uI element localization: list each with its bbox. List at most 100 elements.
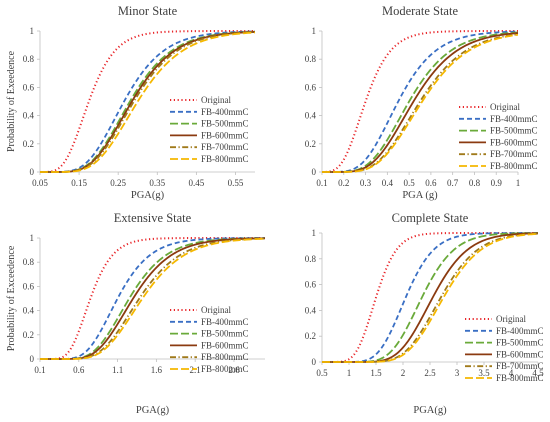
x-tick-label: 0.15 xyxy=(71,178,87,188)
legend-label: FB-700mmC xyxy=(201,142,249,152)
x-tick-label: 0.7 xyxy=(447,178,459,188)
legend-label: Original xyxy=(490,102,520,112)
y-tick-label: 1 xyxy=(30,233,35,243)
y-tick-label: 0 xyxy=(312,167,317,177)
chart-panel-2: Moderate State 0 0.2 0.4 0.6 0.8 1 0.1 0.2 0.3 0.4… xyxy=(305,4,538,201)
x-axis-label: PGA (g) xyxy=(402,190,438,201)
chart-panel-3: Extensive State 0 0.2 0.4 0.6 0.8 1 0.1 0.6 1.1 1.… xyxy=(6,211,266,416)
chart-title: Extensive State xyxy=(114,211,192,225)
x-tick-label: 3.5 xyxy=(478,368,490,378)
x-tick-label: 0.9 xyxy=(491,178,503,188)
x-tick-label: 1 xyxy=(347,368,352,378)
legend-label: FB-700mmC xyxy=(496,361,544,371)
legend-label: FB-800mmC xyxy=(201,364,249,374)
x-tick-label: 0.6 xyxy=(425,178,437,188)
legend-label: FB-800mmC xyxy=(201,352,249,362)
legend-label: FB-400mmC xyxy=(201,317,249,327)
x-tick-label: 0.05 xyxy=(32,178,48,188)
y-tick-label: 1 xyxy=(312,26,317,36)
y-tick-label: 0.4 xyxy=(305,111,317,121)
x-tick-label: 0.8 xyxy=(469,178,481,188)
x-axis-label: PGA(g) xyxy=(136,405,170,416)
series-line-4 xyxy=(322,32,519,173)
x-tick-label: 2 xyxy=(401,368,406,378)
y-tick-label: 0.6 xyxy=(305,280,317,290)
x-tick-label: 0.5 xyxy=(403,178,415,188)
legend-label: FB-800mmC xyxy=(496,373,544,383)
series-line-2 xyxy=(40,30,256,173)
x-axis-label: PGA(g) xyxy=(413,405,447,416)
legend-label: FB-700mmC xyxy=(490,149,538,159)
x-tick-label: 1.6 xyxy=(151,365,163,375)
legend-label: FB-800mmC xyxy=(201,154,249,164)
legend-label: FB-500mmC xyxy=(490,126,538,136)
y-tick-label: 0.4 xyxy=(305,305,317,315)
y-tick-label: 0.4 xyxy=(23,111,35,121)
x-tick-label: 4.5 xyxy=(532,368,544,378)
x-tick-label: 0.55 xyxy=(228,178,244,188)
y-tick-label: 0 xyxy=(312,357,317,367)
y-tick-label: 0 xyxy=(30,167,35,177)
x-tick-label: 0.1 xyxy=(316,178,327,188)
legend-label: FB-400mmC xyxy=(201,107,249,117)
x-tick-label: 0.45 xyxy=(188,178,204,188)
legend-label: FB-500mmC xyxy=(201,329,249,339)
x-tick-label: 0.2 xyxy=(338,178,349,188)
x-tick-label: 0.3 xyxy=(360,178,372,188)
y-tick-label: 0.8 xyxy=(23,54,35,64)
series-line-5 xyxy=(322,33,519,173)
series-line-3 xyxy=(322,31,519,173)
chart-panel-4: Complete State 0 0.2 0.4 0.6 0.8 1 0.5 1 1.5 2 2.5 3… xyxy=(305,211,544,416)
y-tick-label: 0.8 xyxy=(305,54,317,64)
series-line-5 xyxy=(40,31,256,173)
legend-label: Original xyxy=(201,95,231,105)
x-tick-label: 0.5 xyxy=(316,368,328,378)
legend-label: FB-500mmC xyxy=(201,119,249,129)
x-tick-label: 4 xyxy=(509,368,514,378)
chart-title: Complete State xyxy=(392,211,469,225)
y-tick-label: 0.4 xyxy=(23,306,35,316)
y-tick-label: 0.8 xyxy=(305,254,317,264)
series-line-6 xyxy=(322,33,519,173)
y-tick-label: 1 xyxy=(312,228,317,238)
legend-label: FB-600mmC xyxy=(201,340,249,350)
y-tick-label: 1 xyxy=(30,26,35,36)
x-tick-label: 2.6 xyxy=(228,365,240,375)
y-tick-label: 0.2 xyxy=(305,331,316,341)
series-line-6 xyxy=(40,237,266,360)
x-tick-label: 1.5 xyxy=(370,368,382,378)
x-tick-label: 2.5 xyxy=(424,368,436,378)
y-tick-label: 0.2 xyxy=(305,139,316,149)
y-tick-label: 0.8 xyxy=(23,257,35,267)
x-tick-label: 2.1 xyxy=(190,365,201,375)
x-tick-label: 0.6 xyxy=(73,365,85,375)
x-tick-label: 1.1 xyxy=(112,365,123,375)
x-tick-label: 0.35 xyxy=(149,178,165,188)
series-line-1 xyxy=(40,237,265,360)
x-tick-label: 0.25 xyxy=(110,178,126,188)
legend-label: FB-400mmC xyxy=(496,326,544,336)
y-tick-label: 0 xyxy=(30,354,35,364)
y-tick-label: 0.2 xyxy=(23,139,34,149)
y-tick-label: 0.6 xyxy=(23,281,35,291)
x-tick-label: 0.1 xyxy=(34,365,45,375)
legend-label: FB-600mmC xyxy=(201,130,249,140)
legend-label: FB-600mmC xyxy=(496,349,544,359)
chart-panel-1: Minor State 0 0.2 0.4 0.6 0.8 1 0.05 0.15 0.25 0.3… xyxy=(6,4,256,201)
legend-label: FB-800mmC xyxy=(490,161,538,171)
x-tick-label: 1 xyxy=(516,178,521,188)
y-axis-label: Probability of Exceedence xyxy=(6,245,17,351)
legend-label: FB-500mmC xyxy=(496,338,544,348)
chart-title: Moderate State xyxy=(382,4,458,18)
x-axis-label: PGA(g) xyxy=(131,190,165,201)
legend-label: Original xyxy=(201,305,231,315)
series-line-6 xyxy=(322,232,539,363)
y-tick-label: 0.6 xyxy=(23,82,35,92)
legend-label: FB-400mmC xyxy=(490,114,538,124)
y-tick-label: 0.6 xyxy=(305,82,317,92)
